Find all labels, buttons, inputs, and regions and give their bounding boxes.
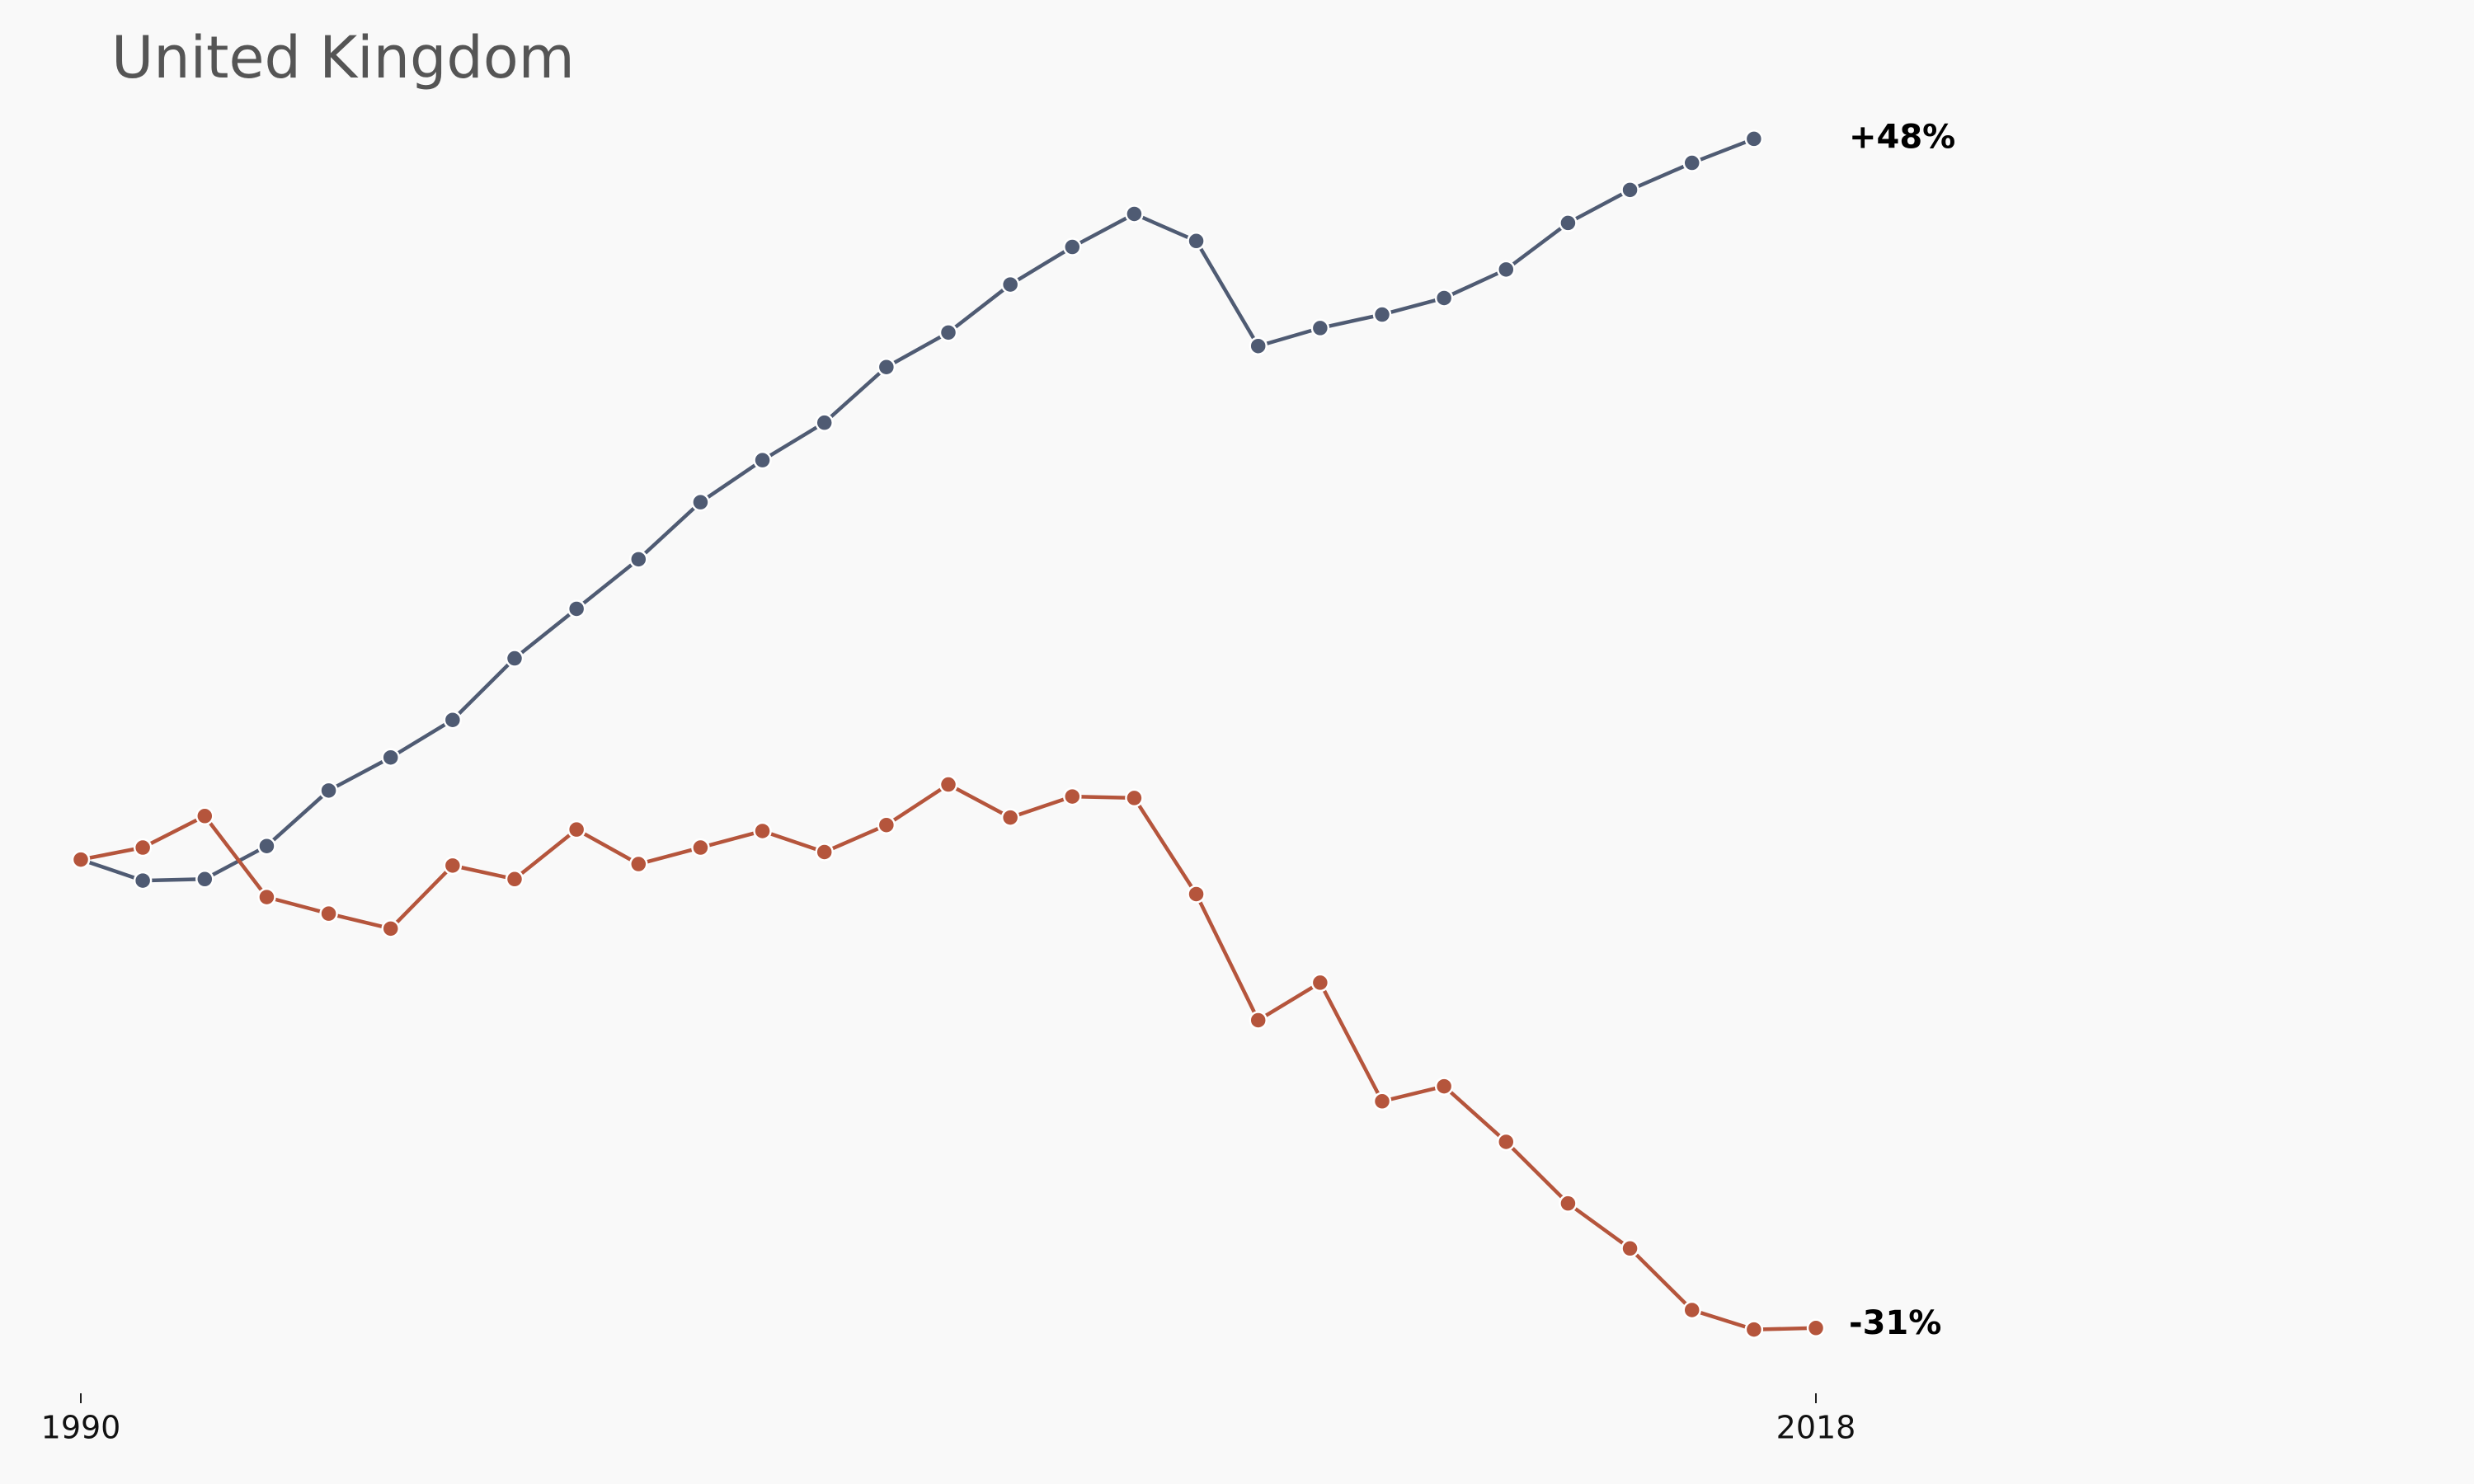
data-point xyxy=(691,492,710,512)
end-label: -31% xyxy=(1849,1304,1941,1342)
x-tick-label: 2018 xyxy=(1776,1410,1856,1446)
data-point xyxy=(753,450,772,470)
data-point xyxy=(938,323,958,342)
data-point xyxy=(938,775,958,794)
data-point xyxy=(257,887,276,907)
data-point xyxy=(195,806,214,826)
data-point xyxy=(1744,129,1764,148)
data-point xyxy=(319,781,338,801)
data-point xyxy=(1559,214,1578,232)
data-point xyxy=(443,710,463,730)
data-point xyxy=(753,821,772,841)
data-point xyxy=(1125,204,1144,223)
data-point xyxy=(1310,973,1330,993)
data-point xyxy=(505,649,524,668)
data-point xyxy=(1187,885,1206,904)
data-point xyxy=(1063,787,1082,806)
series-line xyxy=(80,137,1755,883)
data-point xyxy=(1620,1239,1639,1258)
data-point xyxy=(1497,1132,1516,1152)
data-point xyxy=(815,843,834,862)
data-point xyxy=(257,836,276,856)
data-point xyxy=(505,870,524,889)
data-point xyxy=(1125,788,1144,808)
data-point xyxy=(1434,289,1454,308)
data-point xyxy=(691,838,710,857)
data-point xyxy=(1372,1092,1392,1111)
data-point xyxy=(1434,1077,1454,1096)
data-point xyxy=(567,819,586,839)
data-point xyxy=(1063,237,1082,256)
end-label: +48% xyxy=(1849,118,1955,156)
data-point xyxy=(381,748,400,767)
data-point xyxy=(1372,305,1392,324)
data-point xyxy=(1559,1194,1578,1213)
data-point xyxy=(1620,181,1639,200)
data-point xyxy=(1249,336,1268,355)
data-point xyxy=(133,838,153,857)
data-point xyxy=(629,550,648,569)
data-point xyxy=(1744,1320,1764,1339)
data-point xyxy=(1682,153,1701,172)
data-point xyxy=(1806,1318,1826,1338)
data-point xyxy=(1000,808,1020,827)
data-point xyxy=(629,854,648,874)
data-point xyxy=(381,919,400,938)
data-point xyxy=(319,904,338,923)
x-tick-label: 1990 xyxy=(41,1410,121,1446)
data-point xyxy=(133,871,153,890)
data-point xyxy=(443,856,463,876)
data-point xyxy=(877,815,896,834)
data-point xyxy=(1682,1300,1701,1320)
data-point xyxy=(1497,260,1516,279)
data-point xyxy=(195,870,214,889)
data-point xyxy=(877,357,896,377)
data-point xyxy=(1187,232,1206,251)
data-point xyxy=(1249,1011,1268,1030)
data-point xyxy=(567,599,586,618)
data-point xyxy=(815,413,834,432)
data-point xyxy=(71,850,91,869)
data-point xyxy=(1000,275,1020,294)
data-point xyxy=(1310,318,1330,338)
chart-title: United Kingdom xyxy=(111,24,575,92)
